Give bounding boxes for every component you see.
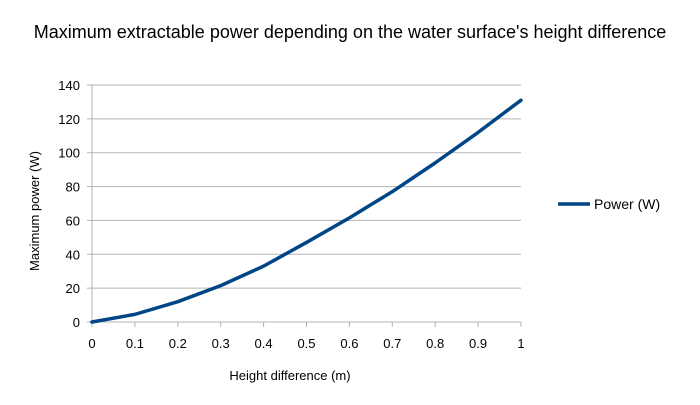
x-tick-label: 1 <box>517 336 524 351</box>
legend: Power (W) <box>558 196 660 212</box>
y-tick-labels: 0 20 40 60 80 100 120 140 <box>58 78 80 330</box>
y-tick-label: 100 <box>58 146 80 161</box>
y-tick-label: 80 <box>66 180 80 195</box>
x-tick-label: 0.7 <box>383 336 401 351</box>
y-tick-label: 40 <box>66 247 80 262</box>
y-tick-label: 140 <box>58 78 80 93</box>
grid-lines <box>92 84 521 289</box>
y-tick-label: 0 <box>73 315 80 330</box>
legend-label: Power (W) <box>594 196 660 212</box>
y-tick-label: 60 <box>66 213 80 228</box>
x-tick-label: 0 <box>88 336 95 351</box>
axes <box>87 84 522 327</box>
x-tick-label: 0.2 <box>169 336 187 351</box>
y-tick-label: 20 <box>66 281 80 296</box>
x-tick-label: 0.6 <box>340 336 358 351</box>
x-tick-label: 0.8 <box>426 336 444 351</box>
x-tick-labels: 0 0.1 0.2 0.3 0.4 0.5 0.6 0.7 0.8 0.9 1 <box>88 336 524 351</box>
x-tick-label: 0.5 <box>297 336 315 351</box>
x-tick-label: 0.3 <box>212 336 230 351</box>
y-tick-label: 120 <box>58 112 80 127</box>
series-line <box>90 98 523 324</box>
y-axis-label: Maximum power (W) <box>27 151 42 271</box>
x-tick-label: 0.4 <box>255 336 273 351</box>
x-axis-label: Height difference (m) <box>229 368 350 383</box>
x-tick-label: 0.1 <box>126 336 144 351</box>
x-tick-label: 0.9 <box>469 336 487 351</box>
chart-title: Maximum extractable power depending on t… <box>34 22 666 42</box>
series-lines <box>90 98 523 324</box>
